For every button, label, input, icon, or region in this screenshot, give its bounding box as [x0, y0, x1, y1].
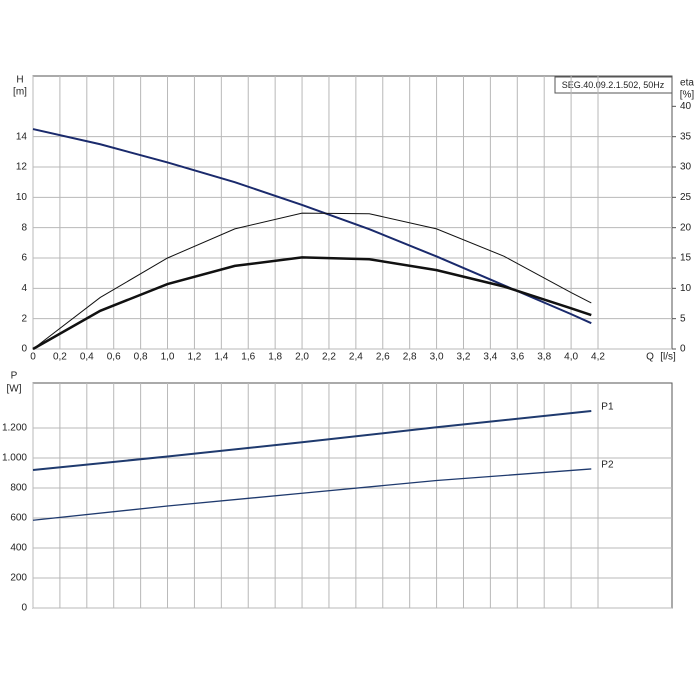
- y-tick-label: 4: [21, 283, 27, 294]
- y-tick-label: 10: [16, 192, 28, 203]
- y2-tick-label: 5: [680, 313, 686, 324]
- x-tick-label: 3,6: [510, 352, 524, 363]
- y-tick-label: 1.200: [2, 423, 27, 434]
- x-tick-label: 4,2: [591, 352, 605, 363]
- x-tick-label: 2,6: [376, 352, 390, 363]
- y2-tick-label: 35: [680, 131, 692, 142]
- series-label: P2: [601, 460, 614, 471]
- y2-tick-label: 15: [680, 253, 692, 264]
- x-tick-label: 3,4: [483, 352, 497, 363]
- x-tick-label: 3,0: [430, 352, 444, 363]
- y-tick-label: 400: [10, 543, 27, 554]
- y-tick-label: 0: [21, 344, 27, 355]
- y2-tick-label: 20: [680, 222, 692, 233]
- y-tick-label: 14: [16, 131, 28, 142]
- y-tick-label: 0: [21, 603, 27, 614]
- x-tick-label: 3,8: [537, 352, 551, 363]
- y-tick-label: 800: [10, 483, 27, 494]
- title-box: [554, 76, 673, 94]
- series-line: [32, 212, 592, 350]
- x-tick-label: 2,0: [295, 352, 309, 363]
- y-tick-label: 1.000: [2, 453, 27, 464]
- y2-tick-label: 0: [680, 344, 686, 355]
- y2-axis-label: eta: [680, 78, 694, 89]
- series-line: [32, 410, 592, 471]
- x-tick-label: 4,0: [564, 352, 578, 363]
- series-label: P1: [601, 402, 614, 413]
- y-tick-label: 6: [21, 253, 27, 264]
- y-axis-label: P: [11, 371, 18, 382]
- y-tick-label: 200: [10, 573, 27, 584]
- x-axis-label: Q: [646, 352, 654, 363]
- series-line: [32, 256, 592, 351]
- x-tick-label: 1,8: [268, 352, 282, 363]
- chart-title: SEG.40.09.2.1.502, 50Hz: [562, 80, 665, 90]
- x-tick-label: 0: [30, 352, 36, 363]
- x-tick-label: 0,8: [134, 352, 148, 363]
- y2-axis-unit: [%]: [680, 90, 695, 101]
- y-tick-label: 8: [21, 222, 27, 233]
- y2-tick-label: 10: [680, 283, 692, 294]
- y-tick-label: 12: [16, 162, 28, 173]
- y-axis-unit: [W]: [7, 384, 22, 395]
- x-axis-unit: [l/s]: [660, 352, 676, 363]
- x-tick-label: 2,2: [322, 352, 336, 363]
- x-tick-label: 1,6: [241, 352, 255, 363]
- x-tick-label: 1,4: [214, 352, 228, 363]
- y-tick-label: 2: [21, 313, 27, 324]
- series-line: [32, 468, 592, 521]
- x-tick-label: 2,4: [349, 352, 363, 363]
- y2-tick-label: 40: [680, 101, 692, 112]
- y2-tick-label: 30: [680, 162, 692, 173]
- plot-frame: [32, 382, 673, 609]
- x-tick-label: 0,6: [107, 352, 121, 363]
- series-line: [32, 128, 592, 325]
- y-axis-label: H: [16, 75, 23, 86]
- x-tick-label: 0,2: [53, 352, 67, 363]
- y-axis-unit: [m]: [13, 87, 27, 98]
- x-tick-label: 1,0: [161, 352, 175, 363]
- y2-tick-label: 25: [680, 192, 692, 203]
- x-tick-label: 1,2: [187, 352, 201, 363]
- y-tick-label: 600: [10, 513, 27, 524]
- x-tick-label: 2,8: [403, 352, 417, 363]
- x-tick-label: 0,4: [80, 352, 94, 363]
- plot-frame: [32, 75, 673, 350]
- x-tick-label: 3,2: [457, 352, 471, 363]
